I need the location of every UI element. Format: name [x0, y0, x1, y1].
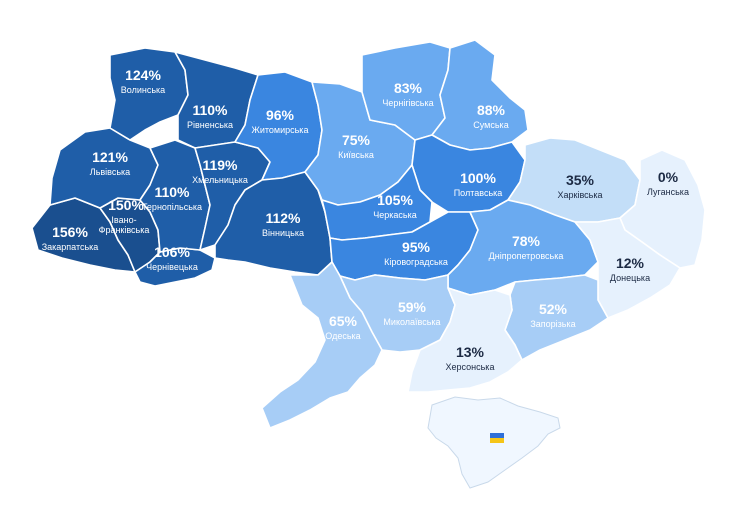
region-value-kyivska: 75%	[342, 132, 371, 148]
region-value-ivano: 150%	[108, 197, 144, 213]
region-zaporizka[interactable]	[504, 274, 609, 361]
region-name-vinnytska: Вінницька	[262, 228, 304, 238]
region-value-lvivska: 121%	[92, 149, 128, 165]
region-name-volynska: Волинська	[121, 85, 165, 95]
region-name-kyivska: Київська	[338, 150, 374, 160]
region-value-volynska: 124%	[125, 67, 161, 83]
region-labels: 124% Волинська 110% Рівненська 121% Львівська…	[42, 67, 689, 372]
region-value-dnipropetrovska: 78%	[512, 233, 541, 249]
region-odeska[interactable]	[261, 261, 383, 429]
region-name-mykolaivska: Миколаївська	[383, 317, 440, 327]
region-name-ivano-name2: Франківська	[99, 225, 150, 235]
region-name-chernihivska: Чернігівська	[382, 98, 433, 108]
region-name-khmelnytska: Хмельницька	[192, 175, 248, 185]
region-value-khmelnytska: 119%	[202, 157, 238, 173]
region-name-kharkivska: Харківська	[558, 190, 603, 200]
region-name-cherkaska: Черкаська	[373, 210, 416, 220]
region-chernivetska[interactable]	[134, 247, 216, 287]
region-value-zhytomyrska: 96%	[266, 107, 295, 123]
region-name-poltavska: Полтавська	[454, 188, 503, 198]
region-name-zaporizka: Запорізька	[530, 319, 575, 329]
region-name-luhanska: Луганська	[647, 187, 689, 197]
region-value-khersonska: 13%	[456, 344, 485, 360]
region-value-mykolaivska: 59%	[398, 299, 427, 315]
region-name-zhytomyrska: Житомирська	[252, 125, 309, 135]
region-value-chernihivska: 83%	[394, 80, 423, 96]
region-donetska[interactable]	[574, 217, 681, 319]
region-value-sumska: 88%	[477, 102, 506, 118]
region-name-donetska: Донецька	[610, 273, 650, 283]
region-name-kirovohradska: Кіровоградська	[384, 257, 448, 267]
region-name-dnipropetrovska: Дніпропетровська	[489, 251, 564, 261]
region-khersonska[interactable]	[407, 287, 523, 393]
region-name-sumska: Сумська	[473, 120, 508, 130]
region-value-rivnenska: 110%	[192, 102, 228, 118]
region-value-kirovohradska: 95%	[402, 239, 431, 255]
region-name-rivnenska: Рівненська	[187, 120, 233, 130]
region-name-lvivska: Львівська	[90, 167, 130, 177]
region-name-ternopilska: Тернопільська	[142, 202, 202, 212]
region-value-zaporizka: 52%	[539, 301, 568, 317]
region-value-luhanska: 0%	[658, 169, 679, 185]
region-value-kharkivska: 35%	[566, 172, 595, 188]
region-value-cherkaska: 105%	[377, 192, 413, 208]
region-name-khersonska: Херсонська	[446, 362, 495, 372]
region-value-chernivetska: 106%	[154, 244, 190, 260]
region-name-ivano-name1: Івано-	[111, 215, 136, 225]
region-value-donetska: 12%	[616, 255, 645, 271]
region-value-odeska: 65%	[329, 313, 358, 329]
region-name-chernivetska: Чернівецька	[146, 262, 198, 272]
region-value-poltavska: 100%	[460, 170, 496, 186]
region-name-odeska: Одеська	[325, 331, 360, 341]
region-value-vinnytska: 112%	[265, 210, 301, 226]
region-value-zakarpatska: 156%	[52, 224, 88, 240]
region-name-zakarpatska: Закарпатська	[42, 242, 99, 252]
region-value-ternopilska: 110%	[154, 184, 190, 200]
ukraine-flag-icon	[490, 433, 504, 443]
